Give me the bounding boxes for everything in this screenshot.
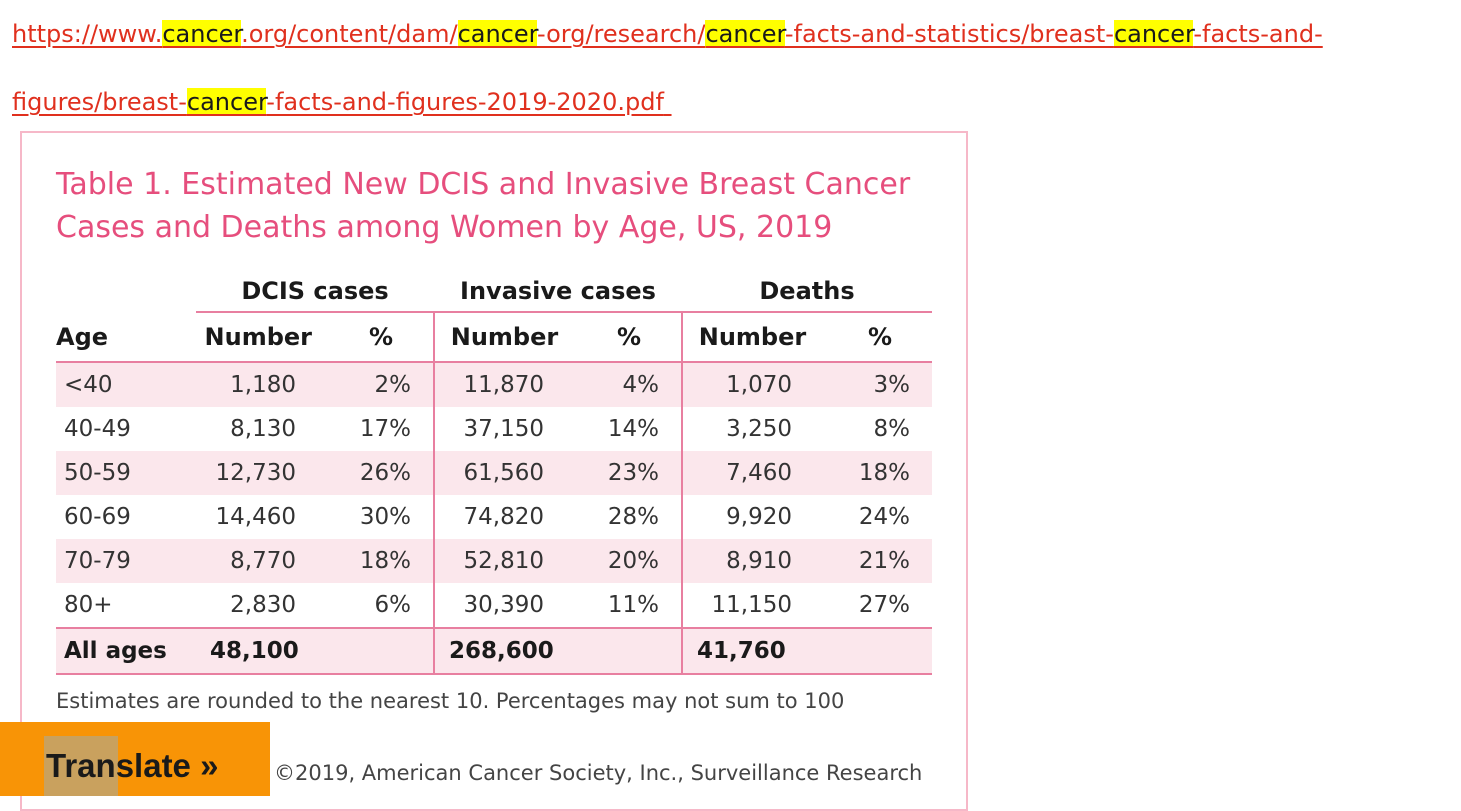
- column-header-percent: %: [822, 312, 932, 363]
- table-row: 70-79 8,770 18% 52,810 20% 8,910 21%: [56, 539, 932, 583]
- column-header-percent: %: [574, 312, 682, 363]
- cell-invasive-percent: 23%: [574, 451, 682, 495]
- cell-dcis-number: 2,830: [230, 592, 296, 618]
- cell-dcis-number: 12,730: [196, 451, 326, 495]
- cell-deaths-number: 9,920: [681, 495, 822, 539]
- cell-age: 70-79: [56, 539, 196, 583]
- cell-invasive-percent: 14%: [607, 416, 659, 442]
- table-row: 50-59 12,730 26% 61,560 23% 7,460 18%: [56, 451, 932, 495]
- cell-dcis-percent: 26%: [326, 451, 434, 495]
- cell-dcis-number: 1,180: [196, 362, 326, 407]
- document-link-block: https://www.cancer.org/content/dam/cance…: [12, 0, 1452, 136]
- cell-deaths-number: 8,910: [681, 539, 822, 583]
- cell-deaths-percent: 27%: [858, 592, 910, 618]
- cell-invasive-number: 30,390: [433, 583, 574, 628]
- cell-invasive-percent: 11%: [607, 592, 659, 618]
- cell-age: 50-59: [56, 451, 196, 495]
- cell-age: <40: [56, 362, 196, 407]
- group-header-dcis: DCIS cases: [196, 271, 434, 313]
- cell-deaths-number: 1,070: [681, 362, 822, 407]
- cell-deaths-percent: 3%: [822, 362, 932, 407]
- cell-dcis-percent: 17%: [359, 416, 411, 442]
- cell-dcis-number: 14,460: [215, 504, 296, 530]
- table-row: 80+ 2,830 6% 30,390 11% 11,150 27%: [56, 583, 932, 628]
- group-header-invasive: Invasive cases: [434, 271, 682, 313]
- total-row: All ages 48,100 268,600 41,760: [56, 627, 932, 675]
- table-row: <40 1,180 2% 11,870 4% 1,070 3%: [56, 362, 932, 407]
- cell-invasive-number: 37,150: [433, 407, 574, 451]
- cell-invasive-percent: 4%: [574, 362, 682, 407]
- cell-dcis-percent: 30%: [359, 504, 411, 530]
- cell-total-label: All ages: [56, 627, 196, 675]
- data-table: DCIS cases Invasive cases Deaths Age Num…: [56, 271, 932, 675]
- column-header-number: Number: [681, 312, 822, 363]
- selection-highlight: [44, 736, 118, 796]
- group-header-deaths: Deaths: [682, 271, 932, 313]
- cell-deaths-number: 11,150: [681, 583, 822, 628]
- cell-dcis-number: 8,130: [230, 416, 296, 442]
- cell-dcis-percent: 2%: [326, 362, 434, 407]
- search-highlight: cancer: [1113, 20, 1194, 48]
- column-header-number: Number: [196, 312, 326, 363]
- column-header-age: Age: [56, 312, 196, 363]
- cell-age: 40-49: [64, 416, 131, 442]
- table-row: 40-49 8,130 17% 37,150 14% 3,250 8%: [56, 407, 932, 451]
- cell-deaths-number: 7,460: [681, 451, 822, 495]
- cell-dcis-number: 8,770: [196, 539, 326, 583]
- cell-deaths-percent: 21%: [822, 539, 932, 583]
- pdf-link[interactable]: https://www.cancer.org/content/dam/cance…: [12, 20, 1323, 116]
- cell-deaths-percent: 24%: [858, 504, 910, 530]
- cell-invasive-percent: 20%: [574, 539, 682, 583]
- group-header-row: DCIS cases Invasive cases Deaths: [56, 271, 932, 313]
- search-highlight: cancer: [457, 20, 537, 48]
- cell-total-dcis: 48,100: [196, 627, 434, 675]
- translate-button[interactable]: Translate »: [0, 722, 270, 796]
- translate-label: Translate »: [46, 747, 219, 784]
- cell-age: 80+: [64, 592, 113, 618]
- cell-invasive-number: 74,820: [433, 495, 574, 539]
- search-highlight: cancer: [705, 20, 785, 48]
- search-highlight: cancer: [162, 20, 242, 48]
- cell-dcis-percent: 6%: [374, 592, 412, 618]
- cell-invasive-percent: 28%: [607, 504, 659, 530]
- cell-invasive-number: 11,870: [433, 362, 574, 407]
- cell-deaths-percent: 8%: [873, 416, 911, 442]
- table-row: 60-69 14,460 30% 74,820 28% 9,920 24%: [56, 495, 932, 539]
- column-header-row: Age Number % Number % Number %: [56, 312, 932, 363]
- table-title: Table 1. Estimated New DCIS and Invasive…: [56, 167, 911, 245]
- cell-dcis-percent: 18%: [326, 539, 434, 583]
- cell-total-invasive: 268,600: [433, 627, 682, 675]
- cell-deaths-percent: 18%: [822, 451, 932, 495]
- table-footnote: Estimates are rounded to the nearest 10.…: [56, 689, 845, 713]
- table-figure: Table 1. Estimated New DCIS and Invasive…: [20, 131, 968, 811]
- cell-deaths-number: 3,250: [681, 407, 822, 451]
- cell-invasive-number: 61,560: [433, 451, 574, 495]
- table-copyright: ©2019, American Cancer Society, Inc., Su…: [274, 761, 923, 785]
- cell-total-deaths: 41,760: [681, 627, 932, 675]
- cell-invasive-number: 52,810: [433, 539, 574, 583]
- column-header-percent: %: [326, 312, 434, 363]
- cell-age: 60-69: [64, 504, 131, 530]
- search-highlight: cancer: [186, 88, 267, 116]
- column-header-number: Number: [433, 312, 574, 363]
